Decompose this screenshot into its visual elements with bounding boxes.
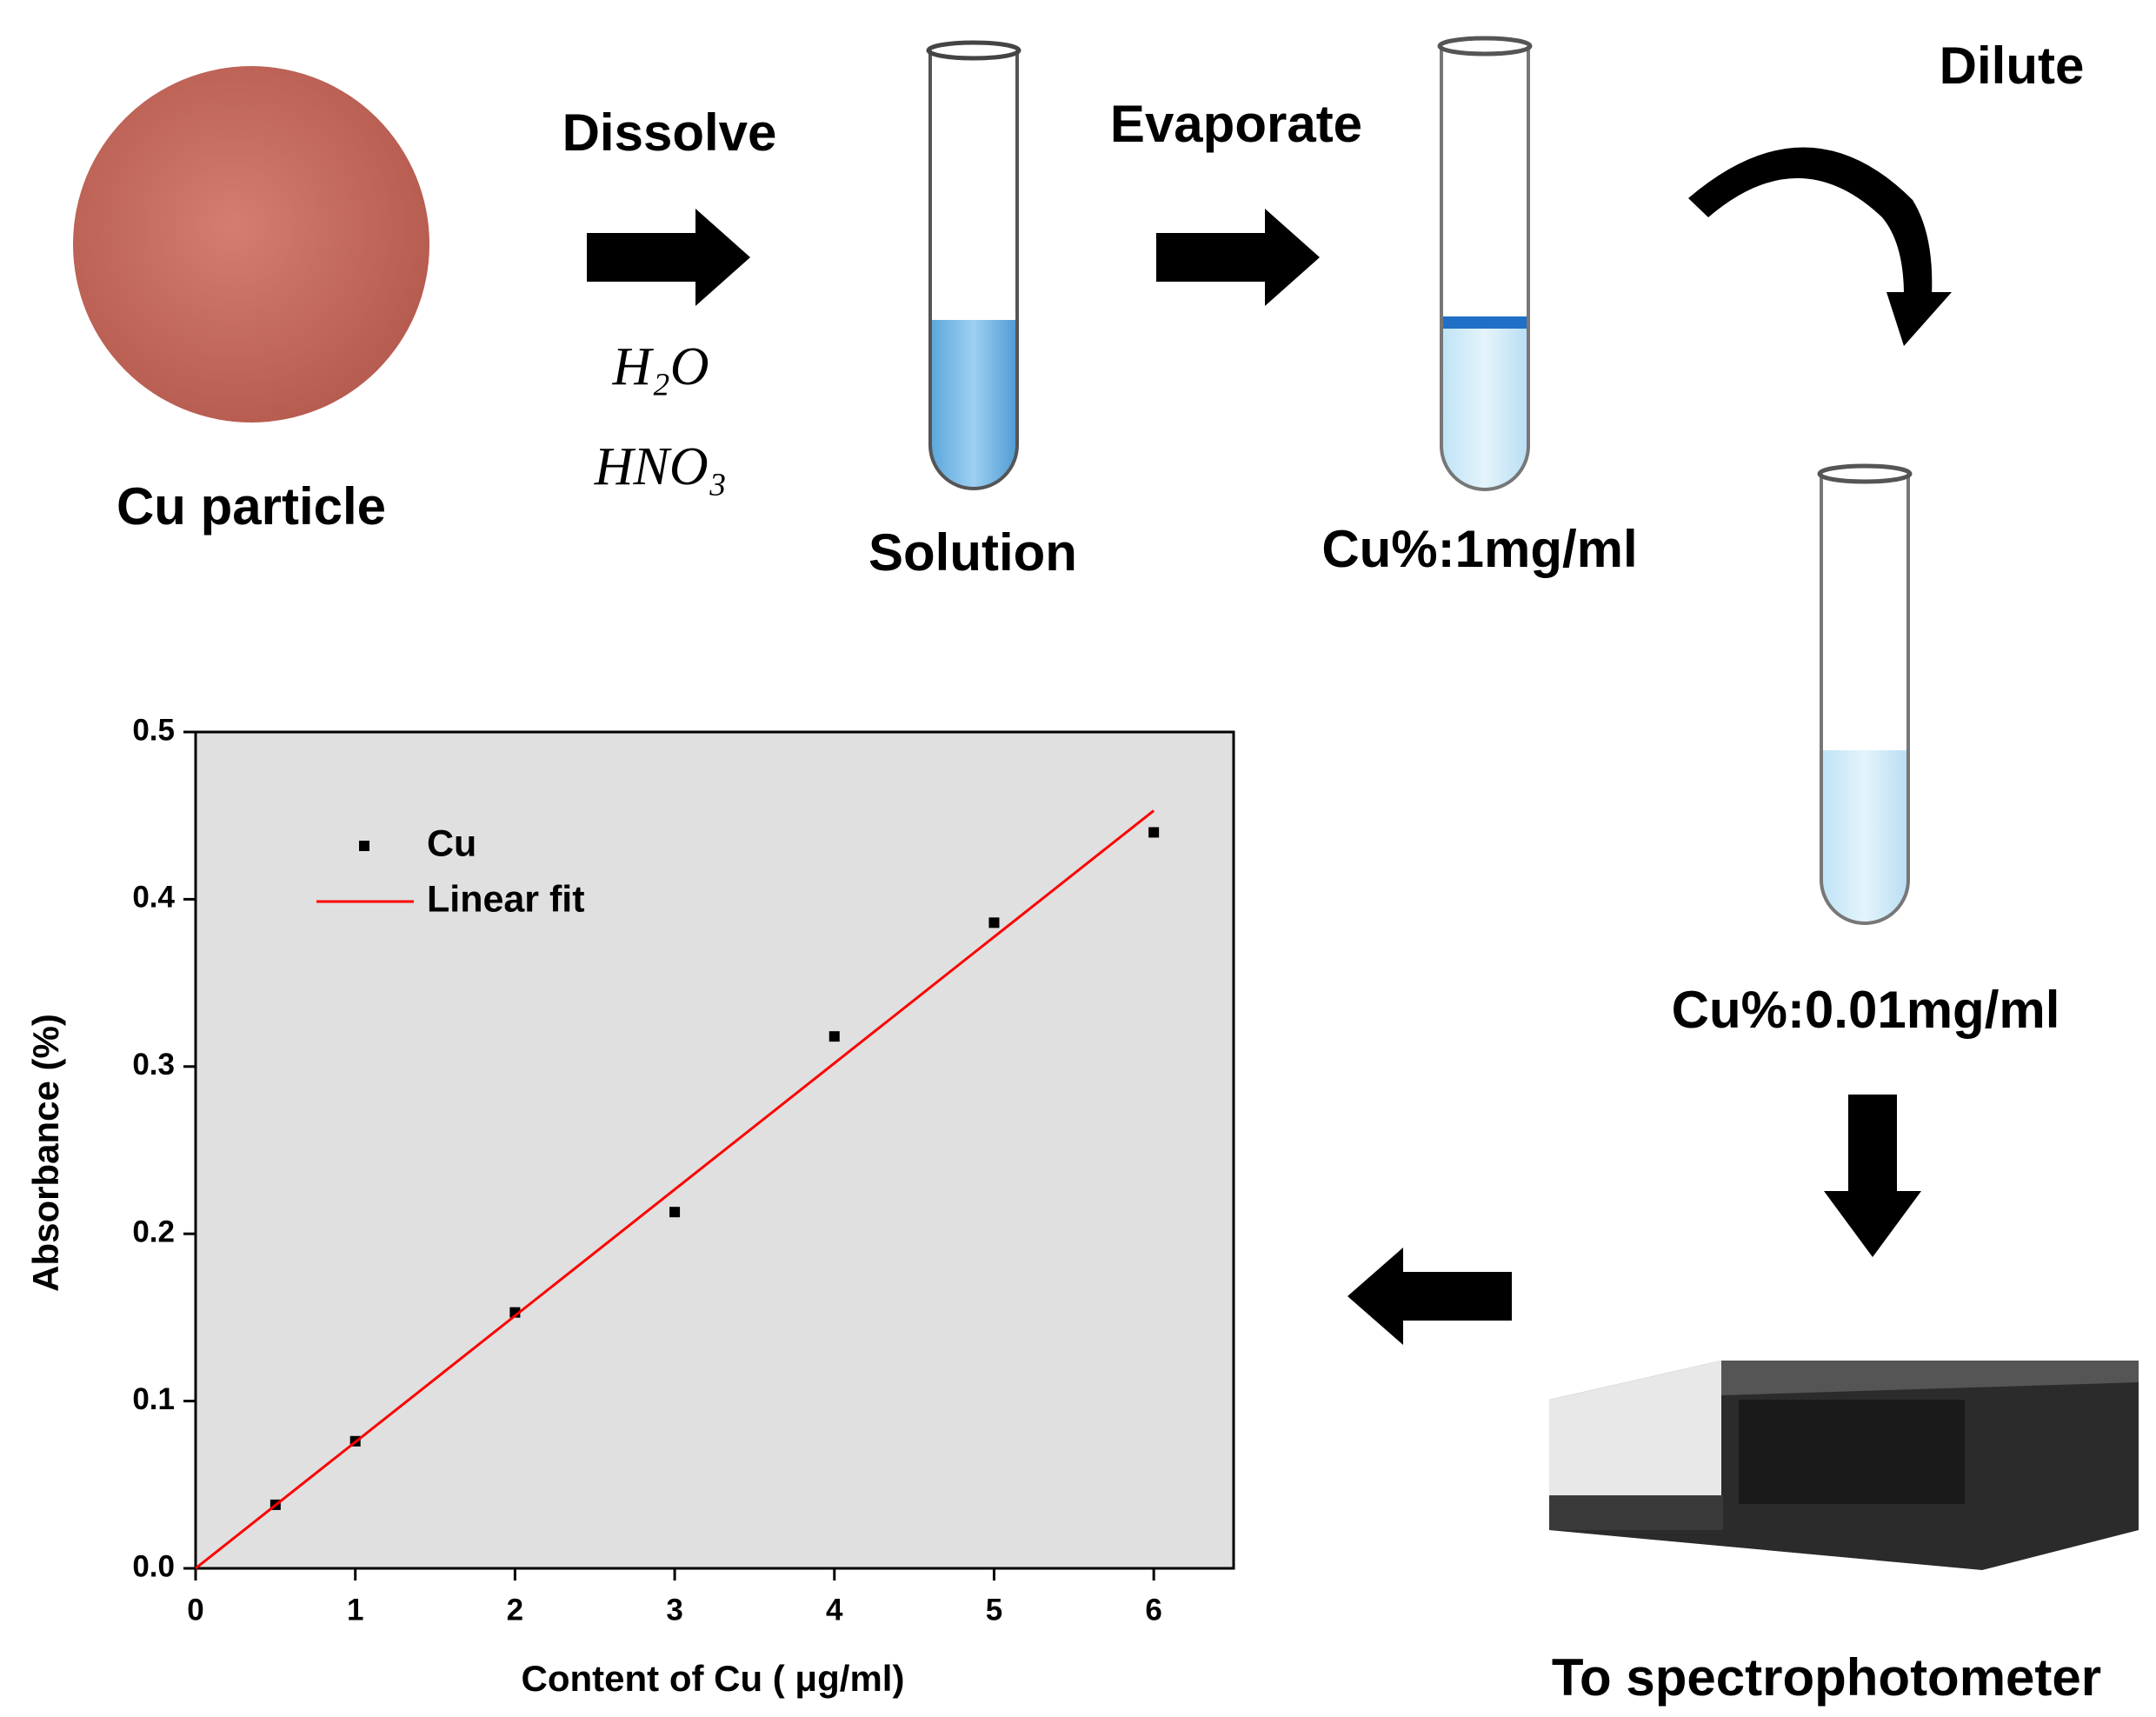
y-tick-label: 0.0 xyxy=(132,1549,175,1583)
spectrophotometer-label: To spectrophotometer xyxy=(1552,1648,2101,1707)
device-lid xyxy=(1739,1400,1965,1504)
concentration-label: Cu%:0.01mg/ml xyxy=(1672,981,2060,1039)
liquid xyxy=(930,320,1017,489)
data-point xyxy=(988,917,1000,928)
legend-marker xyxy=(359,841,369,851)
arrow xyxy=(1156,209,1320,306)
tube-outline xyxy=(928,50,1019,490)
tube-outline xyxy=(1820,474,1910,925)
plot-area xyxy=(194,730,1235,1570)
reagent-label: H₂O xyxy=(611,337,709,396)
chart: Content of Cu ( μg/ml) Absorbance (%) 0 1… xyxy=(25,713,1235,1699)
tube-rim xyxy=(926,40,1021,61)
x-tick-label: 6 xyxy=(1145,1593,1161,1627)
y-axis-label: Absorbance (%) xyxy=(25,1014,66,1292)
fit-line xyxy=(195,809,1155,1570)
arrow-body xyxy=(1688,147,1933,296)
tube-rim xyxy=(1817,463,1913,484)
liquid xyxy=(1821,750,1908,923)
test-tube xyxy=(926,40,1021,490)
device-top xyxy=(1721,1361,2139,1395)
device-panel xyxy=(1549,1361,1721,1495)
y-tick-label: 0.4 xyxy=(132,881,175,915)
cu-particle-image xyxy=(73,66,429,423)
x-tick-label: 0 xyxy=(187,1593,203,1627)
data-point xyxy=(828,1031,840,1042)
device-base xyxy=(1549,1495,1723,1530)
legend-label: Linear fit xyxy=(427,878,585,920)
dilute-label: Dilute xyxy=(1940,37,2085,95)
y-tick-label: 0.2 xyxy=(132,1215,175,1248)
arrow xyxy=(1824,1095,1921,1257)
liquid xyxy=(1441,323,1528,489)
y-tick-label: 0.5 xyxy=(132,713,175,747)
data-point xyxy=(1148,827,1160,838)
tube-outline xyxy=(1440,46,1530,491)
test-tube xyxy=(1817,463,1913,925)
data-point xyxy=(669,1207,681,1218)
x-tick-label: 4 xyxy=(826,1593,843,1627)
dissolve-label: Dissolve xyxy=(562,103,777,162)
tube-rim xyxy=(1437,36,1533,57)
arrow-head xyxy=(1886,292,1952,346)
spectrophotometer-image xyxy=(1549,1361,2139,1570)
x-tick-label: 5 xyxy=(986,1593,1002,1627)
y-tick-label: 0.1 xyxy=(132,1382,175,1416)
y-tick-label: 0.3 xyxy=(132,1048,175,1081)
concentration-label: Cu%:1mg/ml xyxy=(1321,520,1637,578)
test-tube xyxy=(1437,36,1533,491)
curved-arrow xyxy=(1688,147,1952,346)
reagent-label: HNO₃ xyxy=(594,437,727,496)
x-axis-label: Content of Cu ( μg/ml) xyxy=(522,1658,905,1699)
solution-label: Solution xyxy=(868,523,1077,582)
x-tick-label: 1 xyxy=(347,1593,363,1627)
cu-particle-label: Cu particle xyxy=(116,477,386,536)
arrow xyxy=(1348,1248,1512,1345)
legend-label: Cu xyxy=(427,822,476,864)
liquid-band xyxy=(1441,316,1528,329)
x-tick-label: 2 xyxy=(507,1593,523,1627)
evaporate-label: Evaporate xyxy=(1110,95,1362,153)
arrow xyxy=(587,209,750,306)
x-tick-label: 3 xyxy=(666,1593,682,1627)
